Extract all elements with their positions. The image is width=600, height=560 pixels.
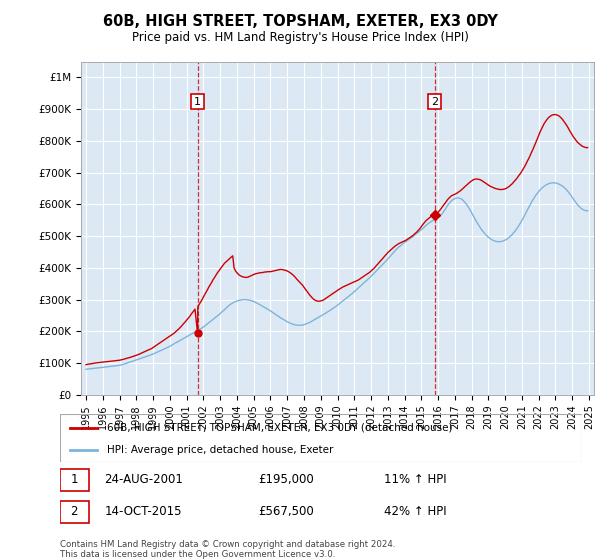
Text: 60B, HIGH STREET, TOPSHAM, EXETER, EX3 0DY: 60B, HIGH STREET, TOPSHAM, EXETER, EX3 0…: [103, 14, 497, 29]
Bar: [60, 501, 89, 523]
Bar: [60, 469, 89, 491]
Text: 2: 2: [70, 505, 78, 519]
Text: Price paid vs. HM Land Registry's House Price Index (HPI): Price paid vs. HM Land Registry's House …: [131, 31, 469, 44]
Text: 14-OCT-2015: 14-OCT-2015: [104, 505, 182, 519]
Text: Contains HM Land Registry data © Crown copyright and database right 2024.
This d: Contains HM Land Registry data © Crown c…: [60, 540, 395, 559]
Text: 1: 1: [194, 96, 201, 106]
Text: 42% ↑ HPI: 42% ↑ HPI: [383, 505, 446, 519]
Text: 11% ↑ HPI: 11% ↑ HPI: [383, 473, 446, 486]
Text: £195,000: £195,000: [259, 473, 314, 486]
Text: HPI: Average price, detached house, Exeter: HPI: Average price, detached house, Exet…: [107, 445, 334, 455]
Text: 2: 2: [431, 96, 438, 106]
Text: 1: 1: [70, 473, 78, 486]
Text: 24-AUG-2001: 24-AUG-2001: [104, 473, 183, 486]
Text: 60B, HIGH STREET, TOPSHAM, EXETER, EX3 0DY (detached house): 60B, HIGH STREET, TOPSHAM, EXETER, EX3 0…: [107, 423, 452, 433]
Text: £567,500: £567,500: [259, 505, 314, 519]
